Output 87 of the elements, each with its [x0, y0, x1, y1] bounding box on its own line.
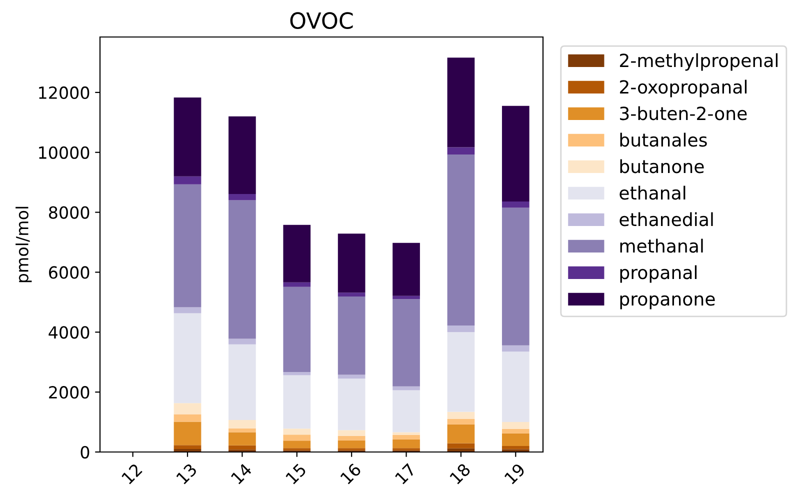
- bar: [228, 338, 256, 344]
- bar: [283, 375, 311, 429]
- bar: [338, 374, 366, 379]
- legend-label: 2-methylpropenal: [620, 53, 778, 71]
- bar: [447, 58, 475, 148]
- bar: [338, 292, 366, 296]
- bar: [174, 403, 202, 414]
- x-tick-label: 14: [230, 462, 252, 484]
- bar: [228, 432, 256, 446]
- bar: [283, 286, 311, 372]
- legend-label: butanales: [620, 132, 707, 147]
- legend-label: ethanal: [620, 186, 686, 200]
- legend-label: 3-buten-2-one: [620, 106, 747, 120]
- bar: [392, 386, 420, 390]
- y-tick-label: 12000: [39, 86, 90, 99]
- bar: [174, 176, 202, 184]
- bar: [502, 208, 530, 346]
- bar: [228, 445, 256, 450]
- bar: [174, 422, 202, 446]
- legend-label: methanal: [620, 238, 703, 253]
- bar: [174, 184, 202, 308]
- bar: [338, 436, 366, 440]
- bar: [447, 332, 475, 412]
- bar: [447, 154, 475, 326]
- y-axis-title: pmol/mol: [16, 206, 32, 282]
- x-tick-label: 17: [394, 463, 416, 484]
- bar: [447, 147, 475, 154]
- bar: [174, 414, 202, 422]
- bar: [283, 372, 311, 376]
- bar: [392, 390, 420, 432]
- bar: [283, 282, 311, 287]
- bar: [392, 439, 420, 448]
- bar: [283, 434, 311, 441]
- x-tick-label: 18: [449, 462, 472, 485]
- y-tick-label: 4000: [48, 326, 90, 339]
- y-tick-label: 8000: [48, 206, 90, 219]
- legend-label: propanone: [620, 295, 715, 310]
- bar: [502, 428, 530, 434]
- bar: [338, 378, 366, 430]
- legend-label: propanal: [620, 265, 697, 283]
- bar: [447, 412, 475, 420]
- x-tick-label: 16: [340, 462, 362, 485]
- bar: [502, 446, 530, 450]
- bar: [338, 440, 366, 448]
- y-tick-label: 6000: [49, 266, 90, 279]
- legend-label: ethanedial: [620, 212, 713, 226]
- bar: [338, 430, 366, 436]
- bar: [447, 424, 475, 444]
- bar: [502, 106, 530, 202]
- y-tick-label: 2000: [49, 386, 90, 399]
- bar: [447, 419, 475, 424]
- bar: [392, 432, 420, 435]
- y-tick-label: 10000: [39, 146, 90, 159]
- legend-label: butanone: [620, 159, 704, 174]
- bar: [502, 433, 530, 446]
- bar: [283, 440, 311, 448]
- bar: [392, 242, 420, 296]
- bar: [447, 326, 475, 332]
- bar: [338, 234, 366, 293]
- bar: [228, 420, 256, 428]
- chart-title: OVOC: [290, 12, 353, 29]
- bar: [502, 352, 530, 422]
- legend-label: 2-oxopropanal: [620, 80, 747, 98]
- bar: [392, 296, 420, 300]
- bar: [392, 434, 420, 440]
- bar: [392, 299, 420, 386]
- bar: [174, 445, 202, 450]
- bar: [228, 194, 256, 200]
- x-tick-label: 12: [121, 463, 142, 484]
- bar: [228, 428, 256, 432]
- y-tick-label: 0: [80, 446, 90, 459]
- bar: [228, 116, 256, 194]
- bar: [283, 428, 311, 435]
- bar: [283, 224, 311, 282]
- bar: [174, 98, 202, 176]
- bar: [228, 200, 256, 339]
- x-tick-label: 13: [176, 462, 198, 485]
- bar: [502, 345, 530, 352]
- bar: [228, 344, 256, 420]
- bar: [174, 313, 202, 404]
- bar: [447, 443, 475, 448]
- bar: [502, 422, 530, 429]
- bar: [338, 296, 366, 375]
- bar: [502, 202, 530, 208]
- x-tick-label: 15: [285, 463, 307, 485]
- x-tick-label: 19: [504, 462, 526, 485]
- bar: [174, 307, 202, 314]
